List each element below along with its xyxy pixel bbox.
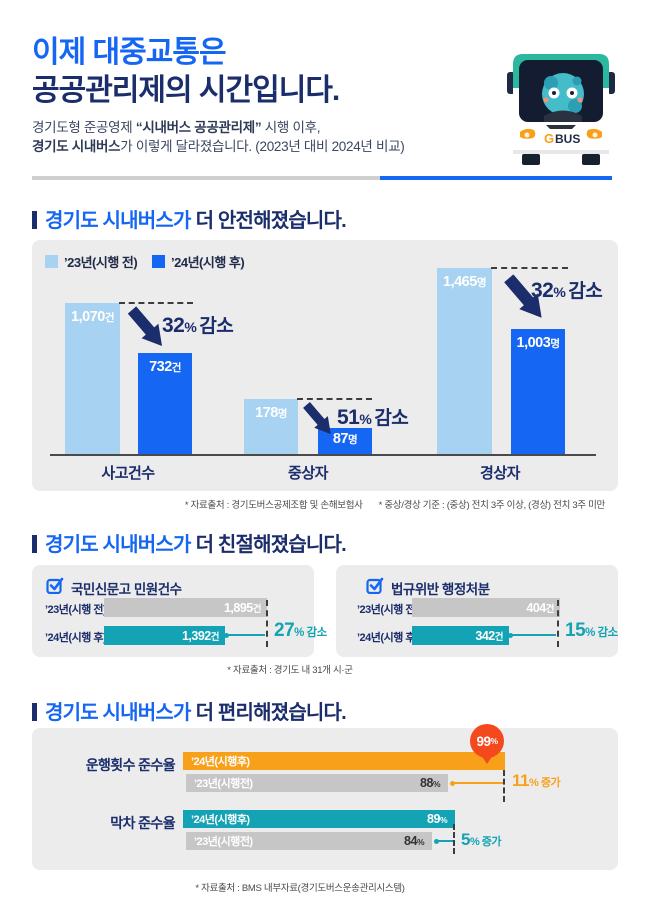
change-serious: 51% 감소 (337, 406, 409, 429)
ops-compliance-label: 운행횟수 준수율 (85, 757, 176, 773)
change-minor: 32% 감소 (531, 279, 603, 302)
connector-line (228, 634, 265, 636)
dashed-line (557, 600, 559, 647)
title-line1: 이제 대중교통은 (32, 34, 339, 72)
change-accidents: 32% 감소 (162, 314, 234, 337)
bar-accidents-before: 1,070건 (65, 303, 120, 454)
bar-accidents-after: 732건 (138, 353, 192, 454)
section-convenience-heading: 경기도 시내버스가 더 편리해졌습니다. (32, 696, 347, 725)
checkbox-icon (366, 577, 384, 594)
violations-bar-after: 342 건 (412, 626, 509, 645)
change-complaints: 27% 감소 (274, 620, 327, 641)
decrease-arrow-icon (303, 402, 331, 435)
decrease-arrow-icon (127, 306, 162, 346)
legend-after: ’24년(시행 후) (152, 252, 245, 271)
bar-serious-before: 178명 (244, 399, 298, 454)
violations-bar-before: 404 건 (412, 598, 560, 617)
change-lastbus: 5% 증가 (461, 830, 502, 849)
convenience-footnote: * 자료출처 : BMS 내부자료(경기도버스운송관리시스템) (195, 883, 405, 894)
dashed-line (266, 600, 268, 647)
complaints-bar-after: 1,392 건 (104, 626, 225, 645)
bar-minor-after: 1,003명 (511, 329, 565, 454)
change-violations: 15% 감소 (565, 620, 618, 641)
gbus-logo-g: G (544, 131, 554, 146)
page-subtitle: 경기도형 준공영제 “시내버스 공공관리제” 시행 이후, 경기도 시내버스가 … (32, 118, 405, 156)
complaints-bar-before: 1,895 건 (104, 598, 267, 617)
title-line2-bold: 공공관리제 (32, 74, 166, 107)
violations-title: 법규위반 행정처분 (391, 582, 490, 597)
legend-swatch-light (45, 255, 58, 268)
ops-bar-after: ’24년(시행후) (183, 752, 505, 770)
connector-dot (450, 781, 455, 786)
change-ops: 11% 증가 (512, 771, 561, 790)
gbus-logo-bus: BUS (555, 132, 580, 146)
decrease-arrow-icon (504, 274, 542, 318)
heading-bar (32, 703, 37, 721)
gbus-bus-icon: G BUS (507, 54, 615, 165)
lastbus-bar-after: ’24년(시행후) 89% (183, 810, 455, 828)
header-divider-gray (32, 176, 380, 180)
category-minor: 경상자 (480, 465, 520, 482)
category-serious: 중상자 (288, 465, 328, 482)
badge-tail (481, 755, 493, 764)
legend-before: ’23년(시행 전) (45, 252, 138, 271)
heading-bar (32, 535, 37, 553)
page-title: 이제 대중교통은 공공관리제의 시간입니다. (32, 34, 340, 110)
lastbus-compliance-label: 막차 준수율 (110, 815, 175, 831)
complaints-title: 국민신문고 민원건수 (71, 582, 182, 597)
subtitle-line1: 경기도형 준공영제 “시내버스 공공관리제” 시행 이후, (32, 120, 321, 135)
connector-dot (224, 633, 229, 638)
ops-99-badge: 99% (470, 724, 504, 758)
connector-dot (508, 633, 513, 638)
safety-footnote: * 자료출처 : 경기도버스공제조합 및 손해보험사 * 중상/경상 기준 : (… (184, 500, 605, 511)
header-divider-blue (380, 176, 612, 180)
connector-line (438, 840, 453, 842)
category-accidents: 사고건수 (101, 465, 155, 482)
dashed-line (453, 824, 455, 854)
section-kindness-heading: 경기도 시내버스가 더 친절해졌습니다. (32, 528, 347, 557)
connector-line (454, 782, 503, 784)
dashed-line (119, 302, 193, 304)
bar-minor-before: 1,465명 (437, 268, 492, 454)
title-line2: 공공관리제의 시간입니다. (32, 72, 340, 110)
section-safety-heading: 경기도 시내버스가 더 안전해졌습니다. (32, 204, 347, 233)
dashed-line (503, 770, 505, 802)
checkbox-icon (46, 577, 64, 594)
title-line2-post: 의 시간입니다. (165, 74, 340, 107)
ops-bar-before: ’23년(시행전) 88% (186, 774, 448, 792)
connector-line (512, 634, 556, 636)
dashed-line (297, 398, 372, 400)
connector-dot (434, 839, 439, 844)
legend-swatch-blue (152, 255, 165, 268)
title-line1-bold: 대중교통은 (92, 36, 227, 69)
lastbus-bar-before: ’23년(시행전) 84% (186, 832, 432, 850)
heading-bar (32, 211, 37, 229)
kindness-footnote: * 자료출처 : 경기도 내 31개 시·군 (227, 665, 353, 676)
title-line1-pre: 이제 (32, 36, 93, 69)
dashed-line (491, 267, 568, 269)
chart-baseline (50, 454, 596, 456)
subtitle-line2: 경기도 시내버스가 이렇게 달라졌습니다. (2023년 대비 2024년 비교… (32, 139, 405, 154)
